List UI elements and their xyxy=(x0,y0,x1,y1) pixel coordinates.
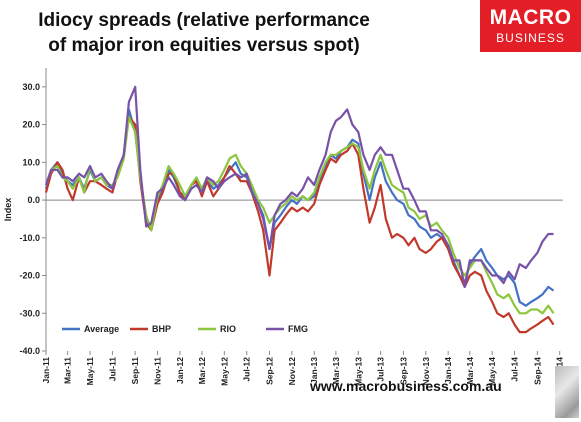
x-tick-label: Mar-12 xyxy=(197,357,207,385)
y-tick-label: 30.0 xyxy=(22,82,40,92)
x-tick-label: Sep-14 xyxy=(532,357,542,385)
x-tick-label: Jul-13 xyxy=(376,357,386,382)
x-tick-label: May-12 xyxy=(219,357,229,386)
y-tick-label: -10.0 xyxy=(19,233,40,243)
legend-label: BHP xyxy=(152,324,171,334)
x-tick-label: Mar-13 xyxy=(331,357,341,385)
x-tick-label: Mar-14 xyxy=(465,357,475,385)
x-tick-label: Nov-13 xyxy=(421,357,431,386)
y-tick-label: 20.0 xyxy=(22,120,40,130)
x-tick-label: Jan-12 xyxy=(175,357,185,384)
x-tick-label: May-13 xyxy=(353,357,363,386)
footer-url: www.macrobusiness.com.au xyxy=(310,378,502,394)
y-tick-label: -20.0 xyxy=(19,271,40,281)
series-line-bhp xyxy=(44,115,555,334)
x-tick-label: Nov-12 xyxy=(287,357,297,386)
x-tick-label: Sep-12 xyxy=(264,357,274,385)
x-tick-label: May-11 xyxy=(85,357,95,386)
y-tick-label: -40.0 xyxy=(19,346,40,356)
y-tick-label: 10.0 xyxy=(22,157,40,167)
logo-line-1: MACRO xyxy=(489,6,572,29)
x-tick-label: Jul-14 xyxy=(510,357,520,382)
logo-line-2: BUSINESS xyxy=(496,31,565,45)
x-tick-label: Jan-11 xyxy=(41,357,51,384)
x-tick-label: May-14 xyxy=(487,357,497,386)
chart-title: Idiocy spreads (relative performance of … xyxy=(14,8,394,58)
legend-label: Average xyxy=(84,324,119,334)
y-axis-label: Index xyxy=(3,198,13,222)
chart-title-line-1: Idiocy spreads (relative performance xyxy=(38,10,370,31)
wolf-badge-image xyxy=(555,366,579,418)
x-tick-label: Jul-12 xyxy=(242,357,252,382)
x-tick-label: Jan-14 xyxy=(443,357,453,384)
series-line-average xyxy=(44,108,555,307)
legend-label: RIO xyxy=(220,324,236,334)
x-tick-label: Sep-11 xyxy=(130,357,140,385)
legend-label: FMG xyxy=(288,324,308,334)
macrobusiness-logo: MACRO BUSINESS xyxy=(480,0,581,52)
x-tick-label: Mar-11 xyxy=(63,357,73,384)
series-line-rio xyxy=(44,115,555,315)
x-tick-label: Sep-13 xyxy=(398,357,408,385)
chart-title-line-2: of major iron equities versus spot) xyxy=(48,35,360,56)
x-tick-label: Jul-11 xyxy=(107,357,117,381)
y-tick-label: -30.0 xyxy=(19,308,40,318)
x-tick-label: Jan-13 xyxy=(309,357,319,384)
x-tick-label: Nov-11 xyxy=(153,357,163,385)
series-line-fmg xyxy=(44,85,554,288)
y-tick-label: 0.0 xyxy=(27,195,40,205)
